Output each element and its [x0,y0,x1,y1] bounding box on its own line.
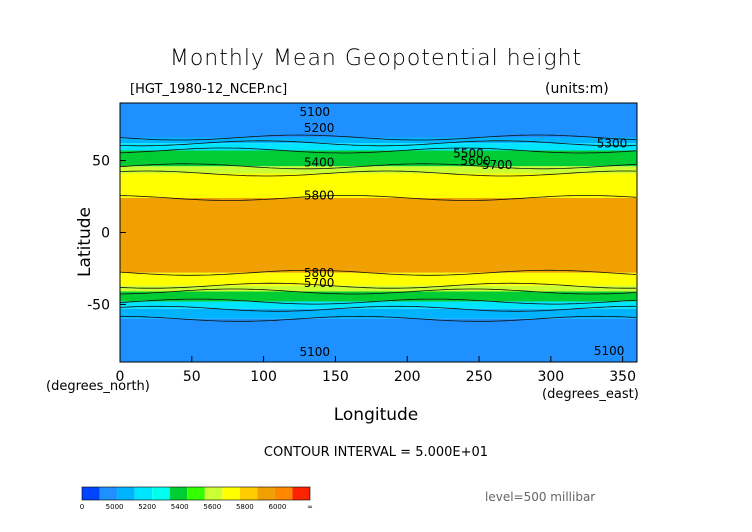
contour-line-2 [119,147,637,154]
x-tick-label: 100 [250,369,277,385]
contour-label: 5800 [304,266,335,280]
colorbar-label: 5600 [203,503,221,511]
colorbar-label: ∞ [307,503,313,511]
contour-line-9 [119,298,637,305]
colorbar-segment [169,487,188,500]
x-tick-label: 350 [609,369,636,385]
colorbar-segment [292,487,310,500]
contour-band-8 [120,285,637,292]
contour-band-9 [120,291,637,302]
contour-line-0 [119,134,637,141]
contour-line-3 [119,163,637,170]
contour-label: 5200 [304,121,335,135]
colorbar-segment [274,487,293,500]
colorbar-label: 5400 [171,503,189,511]
contour-label: 5700 [482,158,513,172]
x-tick-label: 200 [394,369,421,385]
contour-line-4 [119,170,637,177]
colorbar-label: 5000 [106,503,124,511]
contour-line-6 [119,269,637,276]
contour-label: 5500 [453,147,484,161]
colorbar-label: 6000 [269,503,287,511]
level-text: level=500 millibar [485,490,596,504]
file-label: [HGT_1980-12_NCEP.nc] [130,82,288,97]
contour-label: 5700 [304,276,335,290]
contour-band-3 [120,150,637,167]
x-tick-label: 0 [116,369,125,385]
contour-line-7 [119,282,636,289]
contour-label: 5300 [597,137,628,151]
chart-title: Monthly Mean Geopotential height [169,46,583,71]
contour-band-5 [120,173,637,198]
colorbar-segment [117,487,135,500]
contour-line-8 [119,288,637,295]
x-unit-label: (degrees_east) [542,387,639,402]
colorbar-segment [257,487,275,500]
x-tick-label: 250 [466,369,493,385]
colorbar-segment [239,487,258,500]
contour-band-6 [120,197,637,273]
contour-band-0 [120,103,637,138]
contour-label: 5100 [594,344,625,358]
colorbar-label: 5800 [236,503,254,511]
y-unit-label: (degrees_north) [46,379,150,394]
contour-band-4 [120,166,637,174]
contour-line-5 [119,195,637,201]
contour-band-10 [120,301,637,309]
colorbar-label: 5200 [138,503,156,511]
contour-band-2 [120,143,637,151]
contour-band-11 [120,308,637,319]
contour-label: 5800 [304,188,335,202]
colorbar-segment [222,487,240,500]
y-tick-label: 50 [92,154,110,170]
contour-interval-text: CONTOUR INTERVAL = 5.000E+01 [263,445,489,460]
colorbar-segment [99,487,118,500]
colorbar-segment [134,487,153,500]
contour-line-10 [119,305,636,312]
colorbar-segment [82,487,100,500]
x-tick-label: 50 [183,369,201,385]
colorbar-label: 0 [80,503,84,511]
x-tick-label: 150 [322,369,349,385]
contour-band-7 [120,272,637,286]
y-tick-label: 0 [101,226,110,242]
contour-band-1 [120,137,637,144]
contour-label: 5100 [300,345,331,359]
colorbar-segment [152,487,170,500]
contour-line-11 [119,315,637,322]
y-tick-label: -50 [87,297,110,313]
contour-band-12 [120,318,637,362]
colorbar-segment [204,487,223,500]
contour-label: 5600 [460,154,491,168]
contour-label: 5100 [300,105,331,119]
colorbar-frame [81,486,311,501]
units-label: (units:m) [545,81,609,97]
x-axis-label: Longitude [333,405,419,425]
x-tick-label: 300 [537,369,564,385]
colorbar-segment [187,487,205,500]
contour-line-1 [119,140,637,147]
contour-label: 5400 [304,155,335,169]
